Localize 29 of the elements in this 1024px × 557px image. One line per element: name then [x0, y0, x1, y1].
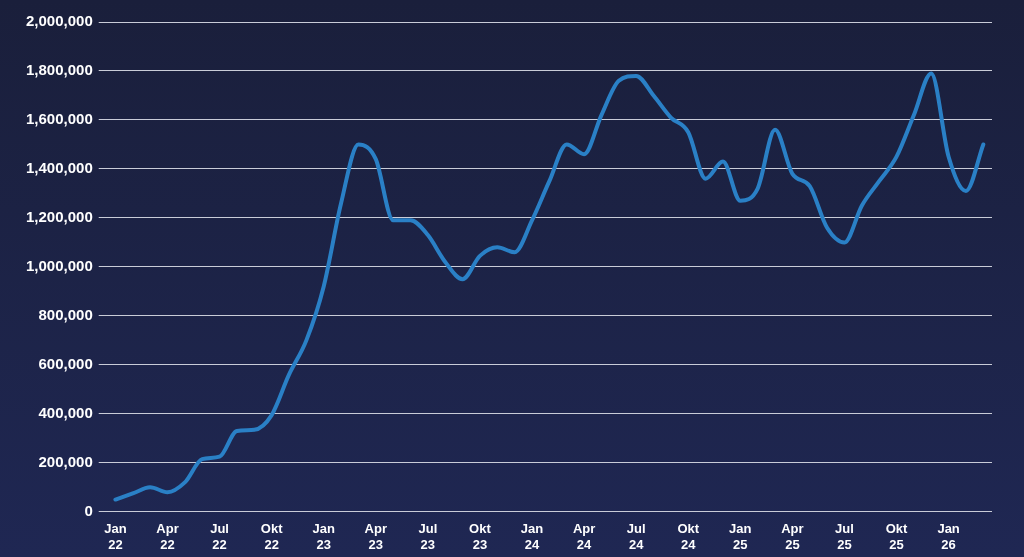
y-tick-label: 0: [84, 501, 93, 519]
y-tick-label: 1,000,000: [26, 257, 93, 275]
y-tick-label: 600,000: [38, 355, 93, 372]
x-tick-label: Jul 23: [418, 521, 438, 552]
y-tick-label: 1,200,000: [26, 208, 93, 226]
x-tick-label: Okt 24: [677, 521, 700, 552]
x-tick-label: Apr 22: [156, 521, 179, 552]
line-series: [113, 71, 986, 502]
y-tick-label: 2,000,000: [26, 12, 93, 30]
y-tick-label: 200,000: [38, 452, 93, 470]
x-tick-label: Jan 23: [312, 521, 335, 552]
x-tick-label: Jan 24: [520, 521, 544, 552]
y-tick-label: 1,800,000: [26, 61, 93, 79]
x-tick-label: Jul 22: [210, 521, 229, 552]
y-tick-label: 1,400,000: [26, 159, 93, 177]
y-tick-label: 800,000: [38, 306, 93, 324]
x-tick-label: Jul 24: [626, 521, 646, 552]
x-tick-label: Apr 23: [364, 521, 387, 552]
x-tick-label: Okt 22: [260, 521, 284, 552]
x-tick-label: Okt 25: [885, 521, 909, 552]
x-tick-label: Apr 24: [572, 521, 596, 552]
x-tick-label: Jan 22: [104, 521, 127, 552]
x-tick-label: Jul 25: [835, 521, 854, 552]
x-tick-label: Apr 25: [781, 521, 804, 552]
x-tick-label: Okt 23: [469, 521, 492, 552]
x-tick-label: Jan 25: [729, 521, 752, 552]
y-tick-label: 400,000: [38, 403, 93, 421]
x-tick-label: Jan 26: [937, 521, 960, 552]
y-tick-label: 1,600,000: [26, 110, 93, 128]
